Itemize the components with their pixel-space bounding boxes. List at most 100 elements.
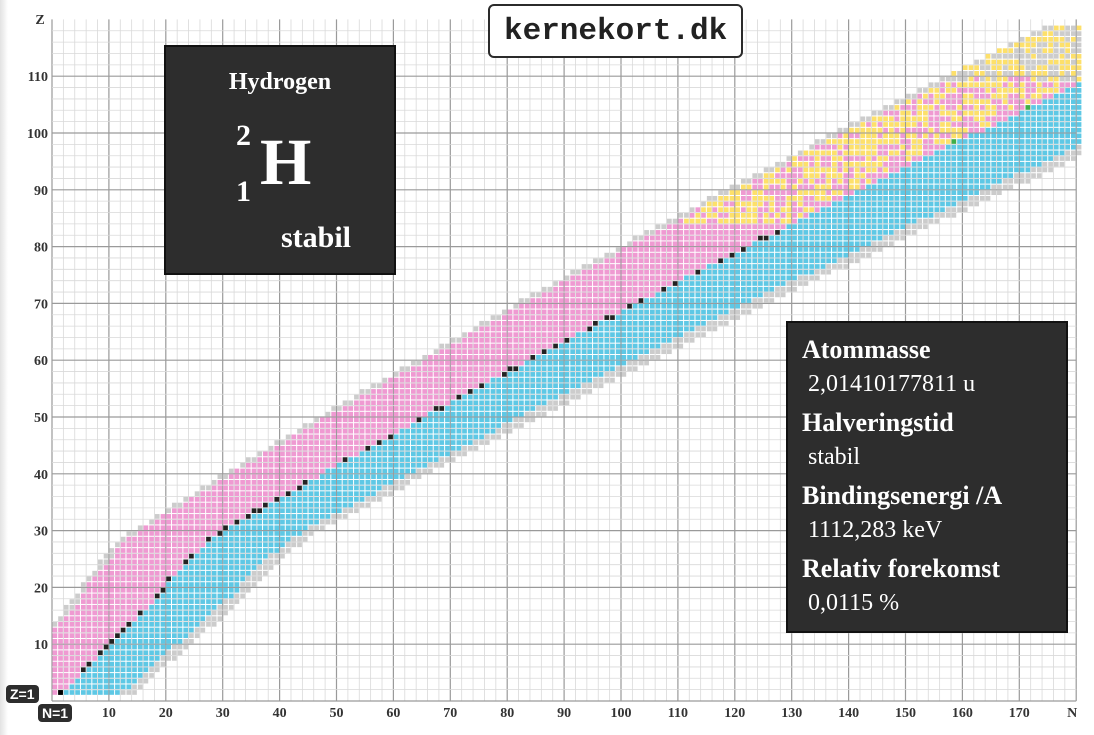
- nuclide-cell: [154, 587, 160, 593]
- nuclide-cell: [450, 394, 456, 400]
- nuclide-cell: [194, 570, 200, 576]
- nuclide-cell: [388, 389, 393, 394]
- nuclide-cell: [507, 349, 513, 355]
- nuclide-cell: [274, 542, 280, 548]
- nuclide-cell: [911, 93, 917, 99]
- nuclide-cell: [524, 389, 530, 394]
- nuclide-cell: [337, 502, 342, 508]
- nuclide-cell: [331, 440, 336, 445]
- nuclide-cell: [189, 639, 194, 644]
- atomic-number: 1: [236, 175, 251, 208]
- nuclide-cell: [684, 286, 689, 292]
- nuclide-cell: [456, 372, 462, 377]
- nuclide-cell: [69, 667, 75, 673]
- nuclide-cell: [661, 269, 667, 275]
- nuclide-cell: [752, 292, 758, 298]
- nuclide-cell: [712, 247, 718, 252]
- nuclide-cell: [502, 406, 507, 411]
- nuclide-cell: [109, 604, 115, 610]
- nuclide-cell: [928, 173, 934, 178]
- nuclide-cell: [92, 667, 98, 673]
- nuclide-cell: [655, 315, 661, 320]
- nuclide-cell: [547, 337, 553, 343]
- nuclide-cell: [598, 337, 604, 343]
- nuclide-cell: [433, 400, 439, 406]
- nuclide-cell: [837, 161, 843, 167]
- nuclide-cell: [638, 269, 644, 275]
- nuclide-cell: [928, 195, 934, 201]
- nuclide-cell: [331, 428, 336, 434]
- nuclide-cell: [530, 406, 536, 411]
- nuclide-cell: [723, 213, 729, 218]
- nuclide-cell: [667, 303, 672, 309]
- nuclide-cell: [263, 508, 268, 514]
- nuclide-cell: [877, 241, 883, 247]
- nuclide-cell: [564, 303, 570, 309]
- nuclide-cell: [974, 184, 979, 190]
- nuclide-cell: [143, 599, 149, 604]
- nuclide-cell: [820, 241, 826, 247]
- nuclide-cell: [570, 320, 575, 326]
- nuclide-cell: [160, 519, 166, 525]
- nuclide-cell: [1071, 93, 1076, 99]
- nuclide-cell: [849, 258, 854, 264]
- nuclide-cell: [268, 474, 274, 479]
- nuclide-cell: [661, 326, 667, 332]
- nuclide-cell: [740, 195, 746, 201]
- nuclide-cell: [746, 207, 752, 213]
- nuclide-cell: [1008, 65, 1014, 71]
- nuclide-cell: [1014, 88, 1019, 93]
- nuclide-cell: [1002, 76, 1008, 82]
- nuclide-cell: [1059, 71, 1065, 76]
- nuclide-cell: [274, 525, 280, 531]
- site-logo[interactable]: kernekort.dk: [488, 4, 744, 58]
- nuclide-cell: [923, 224, 928, 230]
- nuclide-cell: [473, 343, 479, 349]
- nuclide-cell: [661, 337, 667, 343]
- nuclide-cell: [467, 434, 473, 440]
- nuclide-cell: [1008, 99, 1014, 105]
- nuclide-cell: [991, 59, 997, 65]
- nuclide-cell: [678, 269, 684, 275]
- nuclide-cell: [120, 593, 126, 599]
- nuclide-cell: [359, 479, 365, 485]
- nuclide-cell: [211, 548, 217, 553]
- nuclide-cell: [160, 661, 166, 667]
- nuclide-cell: [63, 690, 69, 695]
- nuclide-cell: [667, 320, 672, 326]
- nuclide-cell: [564, 377, 570, 383]
- nuclide-cell: [245, 576, 251, 582]
- nuclide-cell: [894, 173, 900, 178]
- nuclide-cell: [906, 230, 911, 235]
- nuclide-cell: [649, 303, 655, 309]
- nuclide-cell: [684, 326, 689, 332]
- nuclide-cell: [1036, 105, 1042, 110]
- nuclide-cell: [843, 258, 849, 264]
- nuclide-cell: [553, 298, 558, 303]
- nuclide-cell: [701, 286, 706, 292]
- nuclide-cells[interactable]: [52, 25, 1082, 695]
- nuclide-cell: [149, 616, 154, 621]
- nuclide-cell: [507, 400, 513, 406]
- nuclide-cell: [433, 372, 439, 377]
- selected-nuclide-card: Hydrogen 2 1 H stabil: [164, 45, 396, 275]
- nuclide-cell: [911, 156, 917, 161]
- nuclide-cell: [149, 644, 154, 650]
- nuclide-cell: [553, 372, 558, 377]
- nuclide-cell: [217, 599, 223, 604]
- nuclide-cell: [1048, 110, 1053, 116]
- nuclide-cell: [189, 593, 194, 599]
- nuclide-cell: [957, 105, 962, 110]
- nuclide-cell: [109, 684, 115, 690]
- nuclide-cell: [206, 502, 211, 508]
- nuclide-cell: [849, 247, 854, 252]
- nuclide-cell: [860, 127, 866, 133]
- nuclide-cell: [667, 326, 672, 332]
- nuclide-cell: [143, 644, 149, 650]
- nuclide-cell: [553, 355, 558, 360]
- nuclide-cell: [280, 462, 285, 468]
- nuclide-cell: [302, 514, 308, 519]
- nuclide-cell: [280, 542, 285, 548]
- nuclide-cell: [80, 610, 86, 616]
- nuclide-cell: [376, 445, 382, 451]
